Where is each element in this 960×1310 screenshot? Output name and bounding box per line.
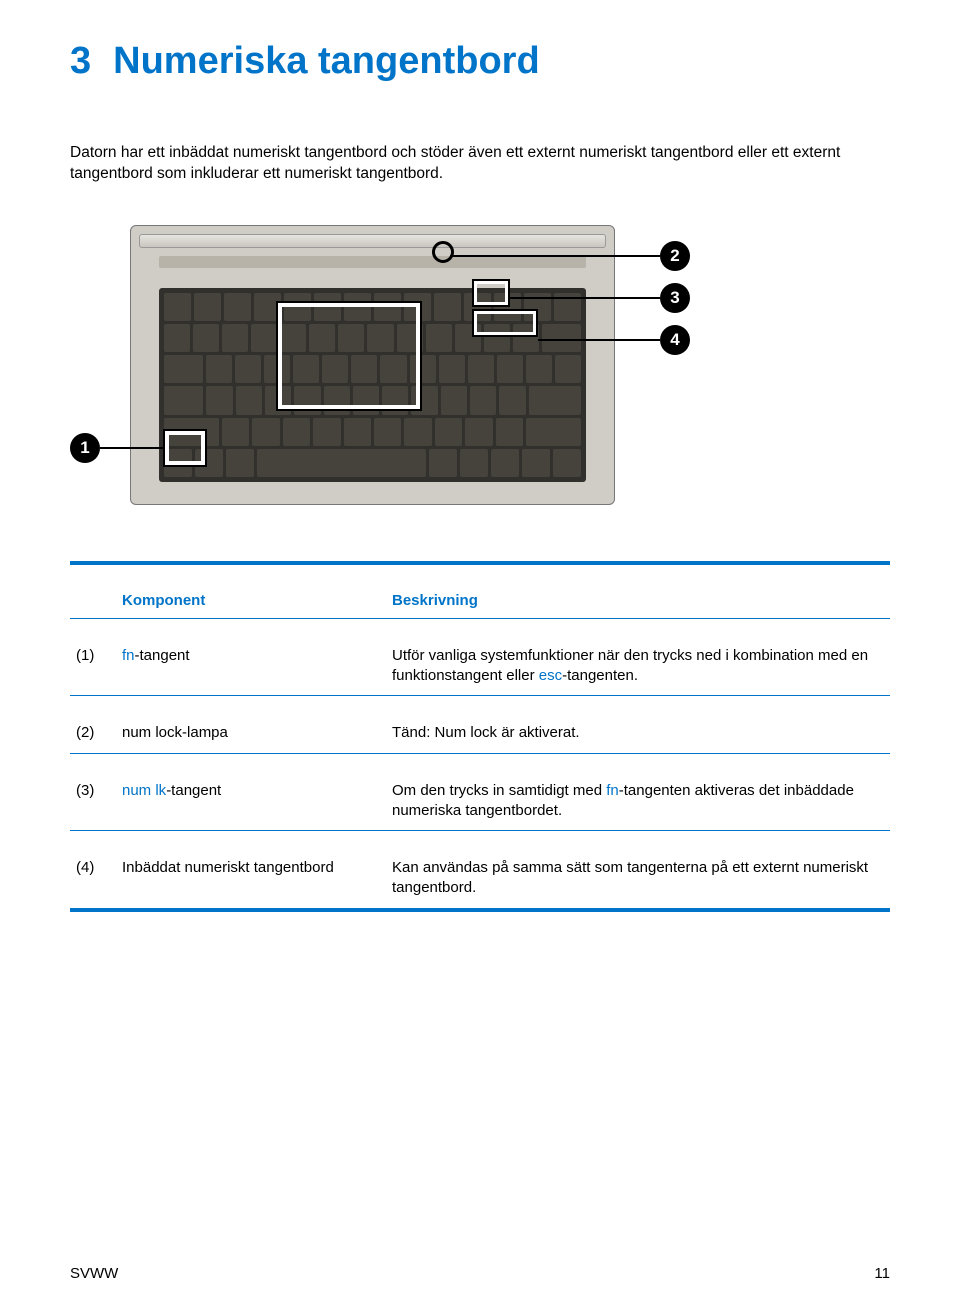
- row-component: num lock-lampa: [116, 714, 386, 753]
- callout-1: 1: [70, 433, 100, 463]
- table-header-blank: [70, 583, 116, 619]
- callout-2: 2: [660, 241, 690, 271]
- row-description: Om den trycks in samtidigt med fn-tangen…: [386, 772, 890, 831]
- row-description: Kan användas på samma sätt som tangenter…: [386, 849, 890, 910]
- components-table: Komponent Beskrivning (1) fn-tangent Utf…: [70, 561, 890, 930]
- callout-line-3: [508, 297, 660, 299]
- table-header-description: Beskrivning: [386, 583, 890, 619]
- chapter-number: 3: [70, 40, 91, 83]
- table-row: (3) num lk-tangent Om den trycks in samt…: [70, 772, 890, 831]
- row-component: Inbäddat numeriskt tangentbord: [116, 849, 386, 910]
- footer-left: SVWW: [70, 1265, 118, 1282]
- callout-line-1: [100, 447, 165, 449]
- table-row: (1) fn-tangent Utför vanliga systemfunkt…: [70, 637, 890, 696]
- row-number: (1): [70, 637, 116, 696]
- footer-page-number: 11: [874, 1265, 890, 1282]
- intro-paragraph: Datorn har ett inbäddat numeriskt tangen…: [70, 143, 890, 185]
- table-header-component: Komponent: [116, 583, 386, 619]
- callout-line-2: [450, 255, 660, 257]
- callout-line-4: [538, 339, 660, 341]
- page-footer: SVWW 11: [70, 1265, 890, 1282]
- row-component: num lk-tangent: [116, 772, 386, 831]
- keyboard-figure: 1 2 3 4: [70, 215, 710, 525]
- callout-3: 3: [660, 283, 690, 313]
- row-component: fn-tangent: [116, 637, 386, 696]
- table-row: (2) num lock-lampa Tänd: Num lock är akt…: [70, 714, 890, 753]
- laptop-illustration: [130, 225, 615, 505]
- keyboard-illustration: [159, 288, 586, 482]
- callout-4: 4: [660, 325, 690, 355]
- row-description: Tänd: Num lock är aktiverat.: [386, 714, 890, 753]
- table-row: (4) Inbäddat numeriskt tangentbord Kan a…: [70, 849, 890, 910]
- row-number: (4): [70, 849, 116, 910]
- row-number: (3): [70, 772, 116, 831]
- row-description: Utför vanliga systemfunktioner när den t…: [386, 637, 890, 696]
- row-number: (2): [70, 714, 116, 753]
- chapter-heading: 3 Numeriska tangentbord: [70, 40, 890, 83]
- chapter-title: Numeriska tangentbord: [113, 40, 540, 83]
